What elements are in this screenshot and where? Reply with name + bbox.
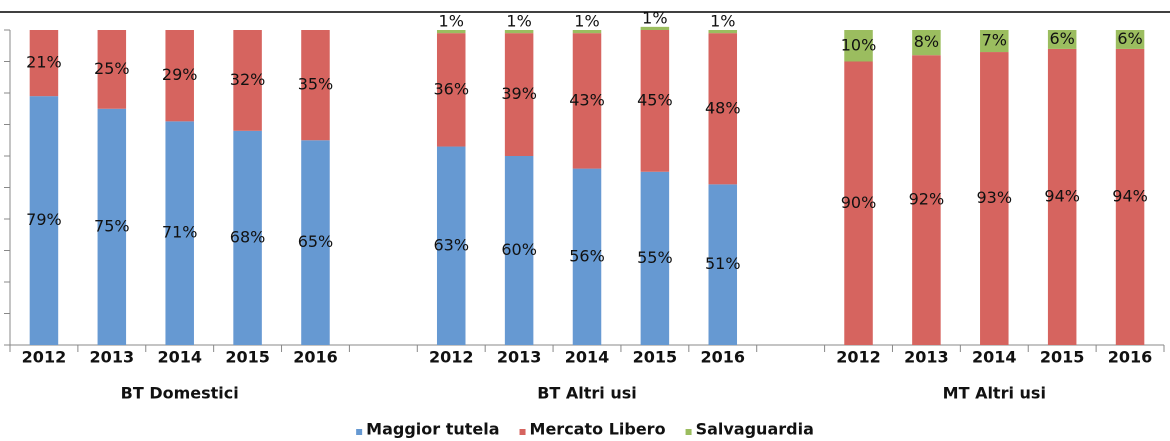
value-label: 94% <box>1112 186 1148 205</box>
bar-segment <box>301 140 330 345</box>
bar-segment <box>980 52 1009 346</box>
value-label: 1% <box>439 12 464 31</box>
legend-swatch <box>519 429 526 435</box>
value-label: 93% <box>977 188 1013 207</box>
x-tick-label: 2016 <box>293 348 338 367</box>
bar-segment <box>572 30 602 34</box>
bar-segment <box>165 121 194 345</box>
x-tick-label: 2015 <box>633 348 678 367</box>
x-tick-label: 2015 <box>1040 348 1085 367</box>
value-label: 7% <box>982 31 1007 50</box>
bar-segment <box>97 30 127 109</box>
value-label: 90% <box>841 193 877 212</box>
value-label: 32% <box>230 70 266 89</box>
bar-segment <box>436 33 466 147</box>
legend-item: Mercato Libero <box>519 420 666 439</box>
legend-item: Salvaguardia <box>685 420 814 439</box>
bar-segment <box>708 184 738 345</box>
value-label: 51% <box>705 254 741 273</box>
bar-segment <box>912 55 941 345</box>
value-label: 6% <box>1117 29 1142 48</box>
bar-segment <box>29 96 59 346</box>
value-label: 1% <box>710 12 735 31</box>
group-label: BT Domestici <box>121 384 239 403</box>
value-label: 92% <box>909 190 945 209</box>
bar-segment <box>504 30 534 34</box>
value-label: 6% <box>1049 29 1074 48</box>
value-label: 35% <box>298 75 334 94</box>
x-tick-label: 2013 <box>90 348 135 367</box>
value-label: 68% <box>230 227 266 246</box>
legend-label: Maggior tutela <box>366 420 499 439</box>
value-label: 65% <box>298 232 334 251</box>
bar-segment <box>1047 30 1077 49</box>
value-label: 75% <box>94 216 130 235</box>
x-tick-label: 2015 <box>225 348 270 367</box>
x-tick-label: 2012 <box>429 348 474 367</box>
value-label: 21% <box>26 53 62 72</box>
x-tick-label: 2012 <box>22 348 67 367</box>
legend-swatch <box>685 429 692 435</box>
x-tick-label: 2013 <box>497 348 542 367</box>
value-label: 71% <box>162 223 198 242</box>
value-label: 10% <box>841 35 877 54</box>
bar-segment <box>165 30 194 122</box>
value-label: 29% <box>162 65 198 84</box>
bar-segment <box>436 146 466 345</box>
bar-segment <box>572 33 602 169</box>
x-tick-label: 2014 <box>157 348 202 367</box>
value-label: 79% <box>26 210 62 229</box>
value-label: 1% <box>642 8 667 27</box>
bar-segment <box>1115 30 1145 49</box>
bar-segment <box>640 26 670 30</box>
bar-segment <box>640 171 670 345</box>
bar-segment <box>844 61 873 345</box>
bar-segment <box>708 33 738 185</box>
legend-item: Maggior tutela <box>356 420 500 439</box>
bar-segment <box>1115 48 1145 346</box>
value-label: 1% <box>506 12 531 31</box>
value-label: 56% <box>569 246 605 265</box>
bar-segment <box>97 108 127 345</box>
value-label: 45% <box>637 90 673 109</box>
value-label: 39% <box>501 84 537 103</box>
bar-segment <box>844 30 873 62</box>
bar-segment <box>1047 48 1077 346</box>
x-tick-label: 2016 <box>1108 348 1153 367</box>
bar-segment <box>640 30 670 172</box>
bar-segment <box>980 30 1009 53</box>
bar-segment <box>233 130 262 345</box>
value-label: 94% <box>1044 186 1080 205</box>
bar-segment <box>504 33 534 156</box>
legend-label: Mercato Libero <box>530 420 666 439</box>
x-tick-label: 2012 <box>836 348 881 367</box>
legend-label: Salvaguardia <box>696 420 814 439</box>
value-label: 63% <box>433 235 469 254</box>
bar-segment <box>912 30 941 56</box>
group-label: BT Altri usi <box>537 384 637 403</box>
bar-segment <box>708 30 738 34</box>
bar-segment <box>29 30 59 97</box>
bar-segment <box>572 168 602 345</box>
x-tick-label: 2014 <box>972 348 1017 367</box>
value-label: 55% <box>637 248 673 267</box>
bar-segment <box>301 30 330 141</box>
value-label: 8% <box>914 32 939 51</box>
x-tick-label: 2013 <box>904 348 949 367</box>
value-label: 36% <box>433 79 469 98</box>
value-label: 1% <box>574 12 599 31</box>
x-tick-label: 2014 <box>565 348 610 367</box>
value-label: 25% <box>94 59 130 78</box>
value-label: 60% <box>501 240 537 259</box>
value-label: 48% <box>705 98 741 117</box>
bar-segment <box>436 30 466 34</box>
group-label: MT Altri usi <box>943 384 1046 403</box>
legend-swatch <box>356 429 363 435</box>
bar-segment <box>233 30 262 131</box>
bar-segment <box>504 156 534 345</box>
value-label: 43% <box>569 90 605 109</box>
x-tick-label: 2016 <box>700 348 745 367</box>
